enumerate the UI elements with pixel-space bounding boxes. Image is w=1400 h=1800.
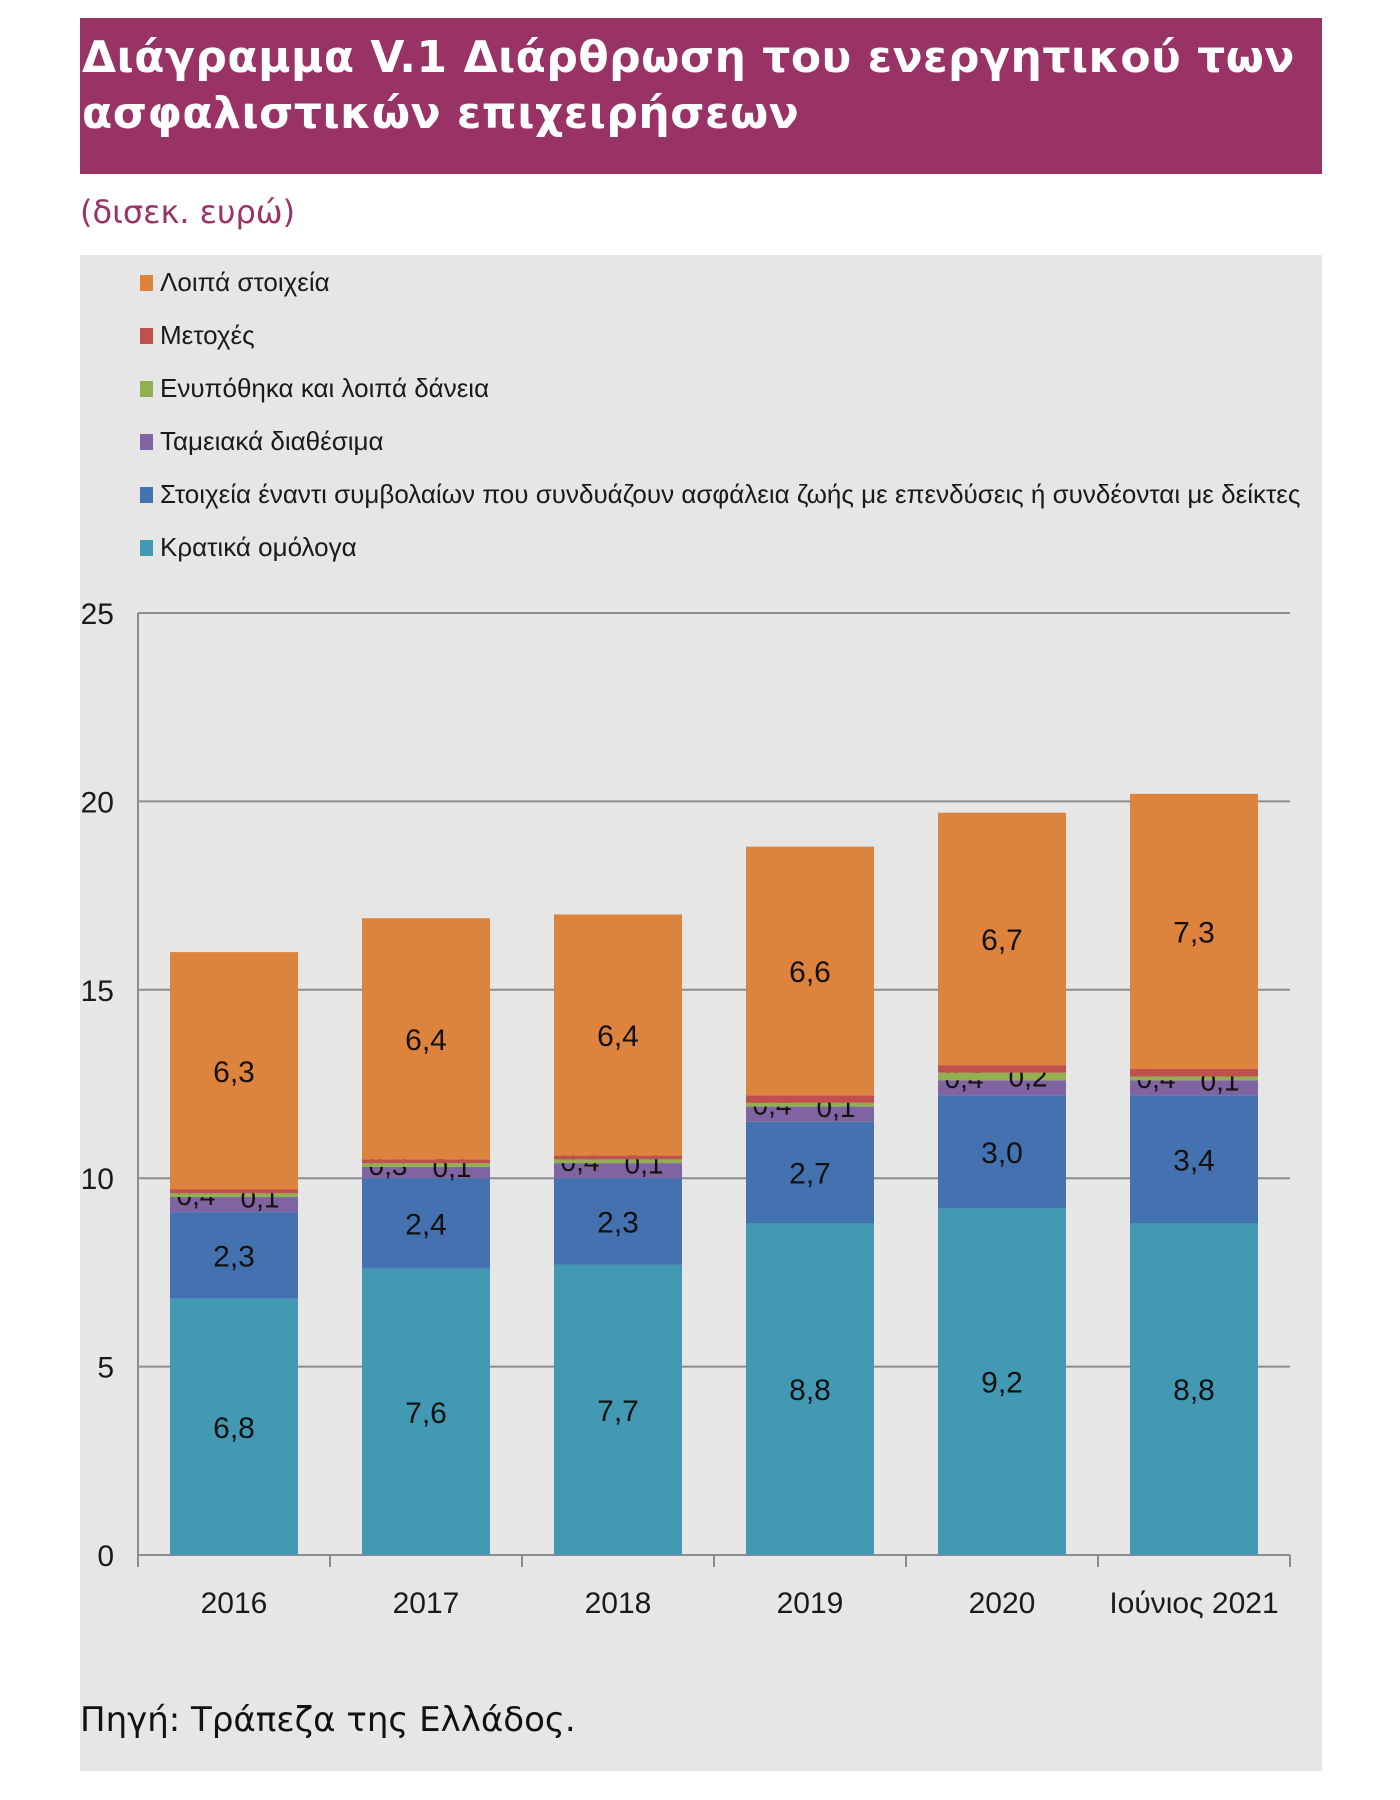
- legend-label: Ταμειακά διαθέσιμα: [160, 426, 384, 456]
- legend-label: Στοιχεία έναντι συμβολαίων που συνδυάζου…: [160, 479, 1300, 509]
- data-label: 2,4: [405, 1208, 447, 1241]
- stacked-bar-chart: 05101520256,82,30,40,10,16,320167,62,40,…: [81, 267, 1301, 1620]
- bar-segment-unit_linked: [170, 1212, 298, 1299]
- bar-segment-cash: [746, 1106, 874, 1122]
- bar-segment-gov_bonds: [938, 1208, 1066, 1555]
- y-tick-label: 10: [81, 1163, 114, 1196]
- bar-segment-other: [938, 812, 1066, 1066]
- data-label: 6,7: [981, 924, 1023, 957]
- x-category-label: 2017: [393, 1587, 460, 1620]
- data-label: 6,4: [405, 1024, 447, 1057]
- bar-segment-mortgages: [170, 1193, 298, 1198]
- bar-segment-shares: [746, 1095, 874, 1103]
- data-label: 2,7: [789, 1158, 831, 1191]
- title-banner: [80, 18, 1322, 174]
- y-tick-label: 0: [97, 1540, 114, 1573]
- bar-segment-cash: [554, 1163, 682, 1179]
- x-category-label: Ιούνιος 2021: [1109, 1587, 1278, 1620]
- legend-label: Κρατικά ομόλογα: [160, 532, 357, 562]
- bar-segment-shares: [938, 1065, 1066, 1073]
- x-category-label: 2018: [585, 1587, 652, 1620]
- data-label: 3,0: [981, 1137, 1023, 1170]
- legend-swatch-gov_bonds: [140, 540, 153, 556]
- data-label: 2,3: [597, 1207, 639, 1240]
- legend-swatch-shares: [140, 328, 153, 344]
- chart-title: Διάγραμμα V.1 Διάρθρωση του ενεργητικού …: [82, 32, 1295, 139]
- data-label: 9,2: [981, 1367, 1023, 1400]
- data-label: 7,3: [1173, 916, 1215, 949]
- bar-segment-cash: [362, 1166, 490, 1179]
- bar-segment-gov_bonds: [362, 1268, 490, 1555]
- bar-segment-unit_linked: [938, 1095, 1066, 1209]
- bar-segment-cash: [170, 1197, 298, 1213]
- y-tick-label: 20: [81, 786, 114, 819]
- bar-segment-shares: [1130, 1068, 1258, 1077]
- bar-segment-gov_bonds: [746, 1223, 874, 1555]
- bar-segment-mortgages: [362, 1163, 490, 1167]
- legend-label: Λοιπά στοιχεία: [160, 267, 330, 297]
- bar-segment-cash: [1130, 1080, 1258, 1096]
- data-label: 6,8: [213, 1412, 255, 1445]
- bar-segment-other: [170, 952, 298, 1190]
- unit-label: (δισεκ. ευρώ): [80, 193, 296, 231]
- data-label: 8,8: [789, 1374, 831, 1407]
- legend-label: Μετοχές: [160, 320, 255, 350]
- bar-segment-gov_bonds: [1130, 1223, 1258, 1555]
- bar-segment-unit_linked: [746, 1121, 874, 1224]
- bar-segment-shares: [554, 1155, 682, 1160]
- data-label: 7,7: [597, 1395, 639, 1428]
- data-label: 3,4: [1173, 1144, 1215, 1177]
- bar-segment-mortgages: [938, 1072, 1066, 1081]
- legend-swatch-mortgages: [140, 381, 153, 397]
- bar-segment-unit_linked: [362, 1178, 490, 1269]
- bar-segment-mortgages: [746, 1102, 874, 1107]
- data-label: 6,6: [789, 956, 831, 989]
- bar-segment-unit_linked: [554, 1178, 682, 1265]
- x-category-label: 2016: [201, 1587, 268, 1620]
- data-label: 2,3: [213, 1240, 255, 1273]
- data-label: 8,8: [1173, 1374, 1215, 1407]
- legend-swatch-unit_linked: [140, 487, 153, 503]
- bar-segment-other: [746, 846, 874, 1096]
- x-category-label: 2019: [777, 1587, 844, 1620]
- y-tick-label: 15: [81, 975, 114, 1008]
- data-label: 6,3: [213, 1056, 255, 1089]
- bar-segment-unit_linked: [1130, 1095, 1258, 1224]
- y-tick-label: 25: [81, 598, 114, 631]
- bar-segment-mortgages: [1130, 1076, 1258, 1081]
- bar-segment-shares: [362, 1159, 490, 1164]
- bar-segment-gov_bonds: [170, 1298, 298, 1555]
- data-label: 7,6: [405, 1397, 447, 1430]
- y-tick-label: 5: [97, 1352, 114, 1385]
- legend-swatch-other: [140, 275, 153, 291]
- legend-label: Ενυπόθηκα και λοιπά δάνεια: [160, 373, 489, 403]
- bar-segment-mortgages: [554, 1159, 682, 1164]
- data-label: 6,4: [597, 1020, 639, 1053]
- bar-segment-cash: [938, 1080, 1066, 1096]
- bar-segment-other: [1130, 793, 1258, 1069]
- legend-swatch-cash: [140, 434, 153, 450]
- bar-segment-gov_bonds: [554, 1264, 682, 1555]
- bar-segment-other: [362, 918, 490, 1160]
- x-category-label: 2020: [969, 1587, 1036, 1620]
- source-note: Πηγή: Τράπεζα της Ελλάδος.: [80, 1700, 576, 1740]
- bar-segment-shares: [170, 1189, 298, 1194]
- bar-segment-other: [554, 914, 682, 1156]
- chart-panel: 05101520256,82,30,40,10,16,320167,62,40,…: [80, 255, 1322, 1771]
